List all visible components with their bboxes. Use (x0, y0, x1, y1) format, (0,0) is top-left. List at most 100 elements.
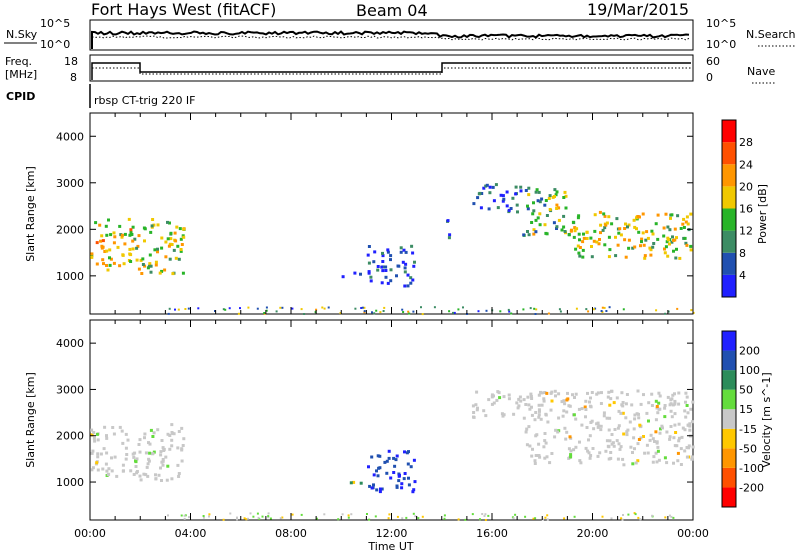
velocity-point (584, 415, 587, 419)
nave-tick-high: 60 (706, 55, 720, 68)
power-point (104, 224, 108, 228)
velocity-point (180, 426, 184, 430)
velocity-point (568, 404, 572, 408)
power-point (160, 246, 164, 250)
nsearch-tick-high: 10^5 (706, 17, 736, 30)
power-point (375, 309, 378, 312)
nsky-label: N.Sky (6, 28, 38, 41)
velocity-point (385, 459, 389, 463)
velocity-point (684, 400, 687, 404)
power-point (386, 248, 390, 252)
velocity-point (584, 446, 588, 450)
velocity-point (421, 515, 424, 518)
power-point (130, 233, 134, 236)
velocity-point (161, 458, 165, 461)
power-point (545, 214, 549, 217)
power-point (592, 239, 596, 243)
velocity-point (606, 444, 610, 448)
velocity-point (571, 393, 574, 397)
velocity-point (651, 514, 654, 517)
velocity-point (602, 411, 606, 415)
velocity-point (101, 467, 105, 471)
power-point (590, 245, 593, 248)
power-point (635, 227, 638, 231)
velocity-point (599, 424, 603, 428)
velocity-point (208, 515, 210, 518)
velocity-colorbar: -200 -100 -50 -15 15 50 100 200 (721, 330, 764, 508)
power-point (404, 250, 408, 254)
power-point (607, 235, 611, 239)
power-point (109, 257, 113, 261)
velocity-colorbar-tick-label: 15 (739, 403, 753, 416)
power-point (595, 240, 599, 244)
velocity-point (647, 419, 650, 423)
velocity-point (669, 425, 673, 428)
power-point (622, 308, 625, 311)
velocity-point (412, 488, 416, 492)
power-point (572, 235, 576, 239)
velocity-point (147, 441, 150, 445)
velocity-point (633, 413, 637, 417)
velocity-point (405, 451, 409, 455)
velocity-point (574, 392, 578, 396)
velocity-point (443, 517, 446, 520)
velocity-point (149, 428, 153, 432)
velocity-point (366, 513, 368, 515)
power-point (396, 264, 400, 268)
velocity-point (180, 514, 183, 517)
velocity-point (125, 453, 129, 456)
velocity-point (652, 455, 656, 459)
power-point (547, 197, 551, 200)
velocity-point (679, 463, 683, 466)
power-point (617, 231, 621, 235)
velocity-point (412, 458, 416, 462)
velocity-point (177, 430, 181, 433)
velocity-point (607, 428, 611, 432)
power-point (407, 310, 410, 313)
power-point (494, 183, 498, 187)
velocity-point (533, 459, 537, 463)
power-point (507, 208, 511, 212)
velocity-point (567, 447, 571, 451)
power-point (536, 216, 540, 220)
power-point (363, 311, 366, 314)
power-point (626, 225, 629, 229)
power-point (633, 225, 637, 229)
velocity-point (400, 482, 404, 486)
power-point (545, 232, 549, 236)
power-point (599, 231, 602, 235)
velocity-point (176, 446, 180, 450)
velocity-point (545, 391, 549, 395)
velocity-point (683, 409, 687, 413)
velocity-point (596, 391, 600, 395)
power-point (618, 227, 622, 231)
velocity-point (134, 465, 138, 468)
velocity-point (401, 517, 404, 520)
power-point (109, 233, 113, 237)
power-point (354, 307, 357, 310)
power-point (598, 238, 601, 241)
velocity-point (121, 469, 125, 473)
velocity-point (550, 399, 554, 403)
power-point (479, 206, 483, 210)
power-point (555, 207, 559, 210)
velocity-point (512, 412, 516, 416)
velocity-point (156, 428, 160, 432)
velocity-frame (89, 319, 694, 521)
velocity-point (665, 461, 669, 465)
power-point (179, 237, 183, 241)
velocity-point (655, 460, 659, 464)
power-point (131, 225, 135, 229)
power-point (553, 188, 557, 192)
power-point (265, 309, 268, 312)
power-point (409, 281, 413, 285)
power-point (386, 281, 390, 285)
velocity-colorbar-swatch (722, 370, 736, 390)
nave-series (92, 67, 691, 75)
velocity-point (247, 517, 249, 520)
power-point (646, 236, 650, 240)
velocity-point (170, 423, 174, 427)
velocity-point (587, 438, 590, 442)
power-point (522, 233, 526, 237)
velocity-point (543, 432, 547, 435)
